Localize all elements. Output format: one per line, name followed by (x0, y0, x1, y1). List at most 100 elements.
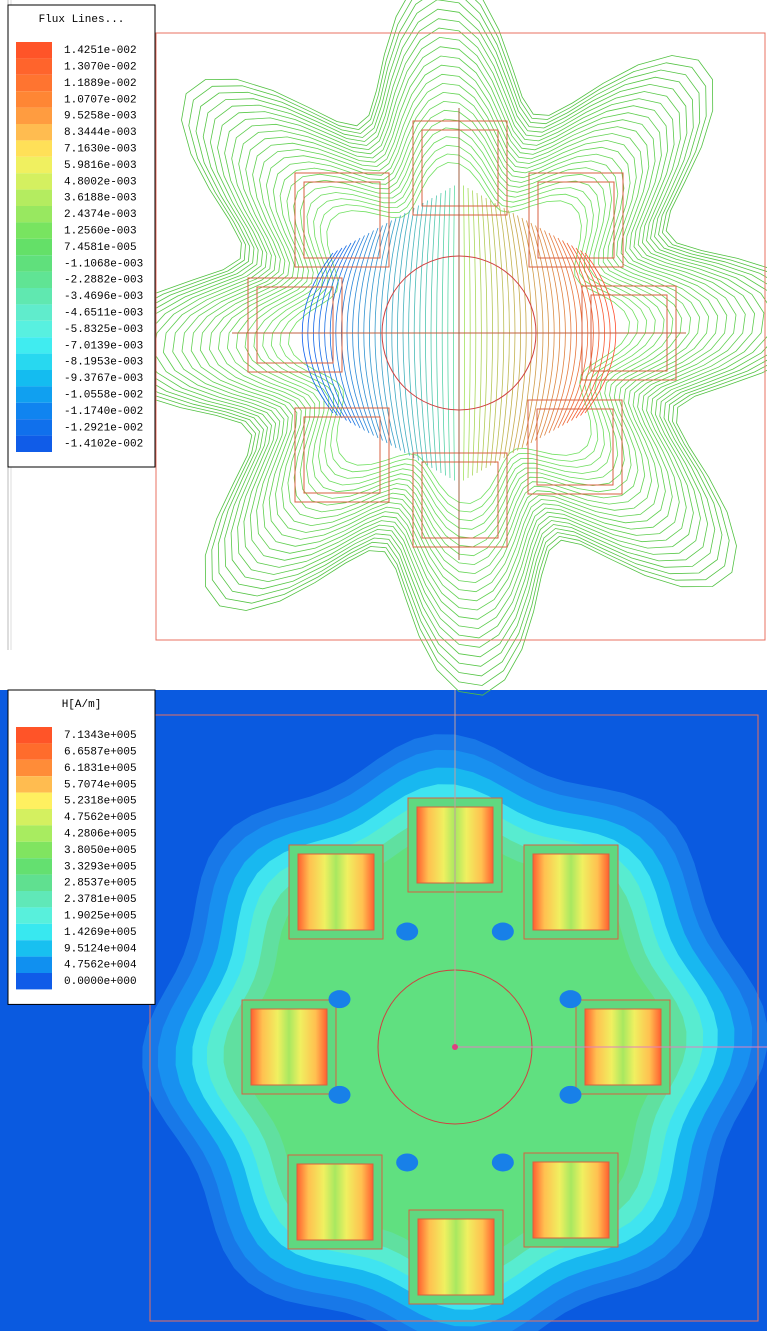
legend-label: -1.1068e-003 (64, 258, 143, 270)
legend-swatch (16, 940, 52, 956)
legend-swatch (16, 124, 52, 140)
legend-label: 4.8002e-003 (64, 176, 137, 188)
legend-label: -7.0139e-003 (64, 340, 143, 352)
legend-label: 5.9816e-003 (64, 160, 137, 172)
coil (533, 1162, 609, 1238)
legend-swatch (16, 842, 52, 858)
legend-label: -5.8325e-003 (64, 324, 143, 336)
legend-swatch (16, 727, 52, 743)
coil (251, 1009, 327, 1085)
legend-label: 9.5124e+004 (64, 943, 137, 955)
legend-label: 9.5258e-003 (64, 111, 137, 123)
legend-swatch (16, 75, 52, 91)
legend-label: 4.7562e+004 (64, 960, 137, 972)
legend-label: 6.6587e+005 (64, 747, 137, 759)
legend-title: Flux Lines... (39, 14, 125, 26)
legend-label: -1.1740e-002 (64, 406, 143, 418)
legend-swatch (16, 924, 52, 940)
legend-label: 4.2806e+005 (64, 829, 137, 841)
field-spot (329, 990, 351, 1008)
legend-label: 1.4251e-002 (64, 45, 137, 57)
legend-label: 3.8050e+005 (64, 845, 137, 857)
legend-swatch (16, 743, 52, 759)
legend-label: 2.4374e-003 (64, 209, 137, 221)
field-spot (329, 1086, 351, 1104)
legend-label: 7.1630e-003 (64, 144, 137, 156)
legend-label: 1.2560e-003 (64, 226, 137, 238)
field-spot (559, 1086, 581, 1104)
legend-swatch (16, 776, 52, 792)
legend-label: 3.6188e-003 (64, 193, 137, 205)
legend-swatch (16, 891, 52, 907)
legend-label: -1.4102e-002 (64, 439, 143, 451)
legend-swatch (16, 140, 52, 156)
legend-swatch (16, 58, 52, 74)
legend-swatch (16, 370, 52, 386)
legend-swatch (16, 42, 52, 58)
legend-swatch (16, 419, 52, 435)
legend-swatch (16, 354, 52, 370)
legend-swatch (16, 825, 52, 841)
legend-label: 7.4581e-005 (64, 242, 137, 254)
legend-label: 1.9025e+005 (64, 911, 137, 923)
legend-swatch (16, 386, 52, 402)
legend-label: 5.7074e+005 (64, 779, 137, 791)
legend-label: 1.3070e-002 (64, 62, 137, 74)
origin (452, 1044, 458, 1050)
legend-title: H[A/m] (62, 699, 102, 711)
legend-swatch (16, 809, 52, 825)
legend-label: 1.4269e+005 (64, 927, 137, 939)
legend-label: 2.8537e+005 (64, 878, 137, 890)
coil (298, 854, 374, 930)
legend-swatch (16, 337, 52, 353)
legend-label: -3.4696e-003 (64, 291, 143, 303)
field-spot (396, 923, 418, 941)
legend-swatch (16, 907, 52, 923)
coil (533, 854, 609, 930)
legend-swatch (16, 255, 52, 271)
legend-swatch (16, 91, 52, 107)
field-spot (559, 990, 581, 1008)
legend-label: 7.1343e+005 (64, 730, 137, 742)
legend-label: 1.1889e-002 (64, 78, 137, 90)
legend-swatch (16, 173, 52, 189)
legend-swatch (16, 206, 52, 222)
legend-swatch (16, 858, 52, 874)
legend: Flux Lines... 1.4251e-002 1.3070e-002 1.188… (8, 5, 155, 467)
field-spot (396, 1153, 418, 1171)
legend-label: 3.3293e+005 (64, 861, 137, 873)
legend-swatch (16, 403, 52, 419)
legend-label: 5.2318e+005 (64, 796, 137, 808)
legend-swatch (16, 157, 52, 173)
legend-swatch (16, 272, 52, 288)
legend-swatch (16, 190, 52, 206)
legend-label: -2.2882e-003 (64, 275, 143, 287)
legend-label: 1.0707e-002 (64, 94, 137, 106)
legend-label: 0.0000e+000 (64, 976, 137, 988)
legend-swatch (16, 793, 52, 809)
legend-label: -1.2921e-002 (64, 422, 143, 434)
legend-swatch (16, 222, 52, 238)
legend-swatch (16, 973, 52, 989)
legend-swatch (16, 304, 52, 320)
legend-swatch (16, 875, 52, 891)
field-spot (492, 923, 514, 941)
legend-swatch (16, 321, 52, 337)
legend-label: 2.3781e+005 (64, 894, 137, 906)
legend-label: -1.0558e-002 (64, 390, 143, 402)
legend-label: 6.1831e+005 (64, 763, 137, 775)
legend-label: 8.3444e-003 (64, 127, 137, 139)
legend-swatch (16, 436, 52, 452)
legend: H[A/m] 7.1343e+005 6.6587e+005 6.1831e+005 5… (8, 690, 155, 1004)
field-spot (492, 1153, 514, 1171)
legend-label: 4.7562e+005 (64, 812, 137, 824)
legend-swatch (16, 957, 52, 973)
legend-swatch (16, 108, 52, 124)
legend-label: -4.6511e-003 (64, 308, 143, 320)
coil (297, 1164, 373, 1240)
legend-swatch (16, 239, 52, 255)
legend-label: -9.3767e-003 (64, 373, 143, 385)
legend-swatch (16, 288, 52, 304)
